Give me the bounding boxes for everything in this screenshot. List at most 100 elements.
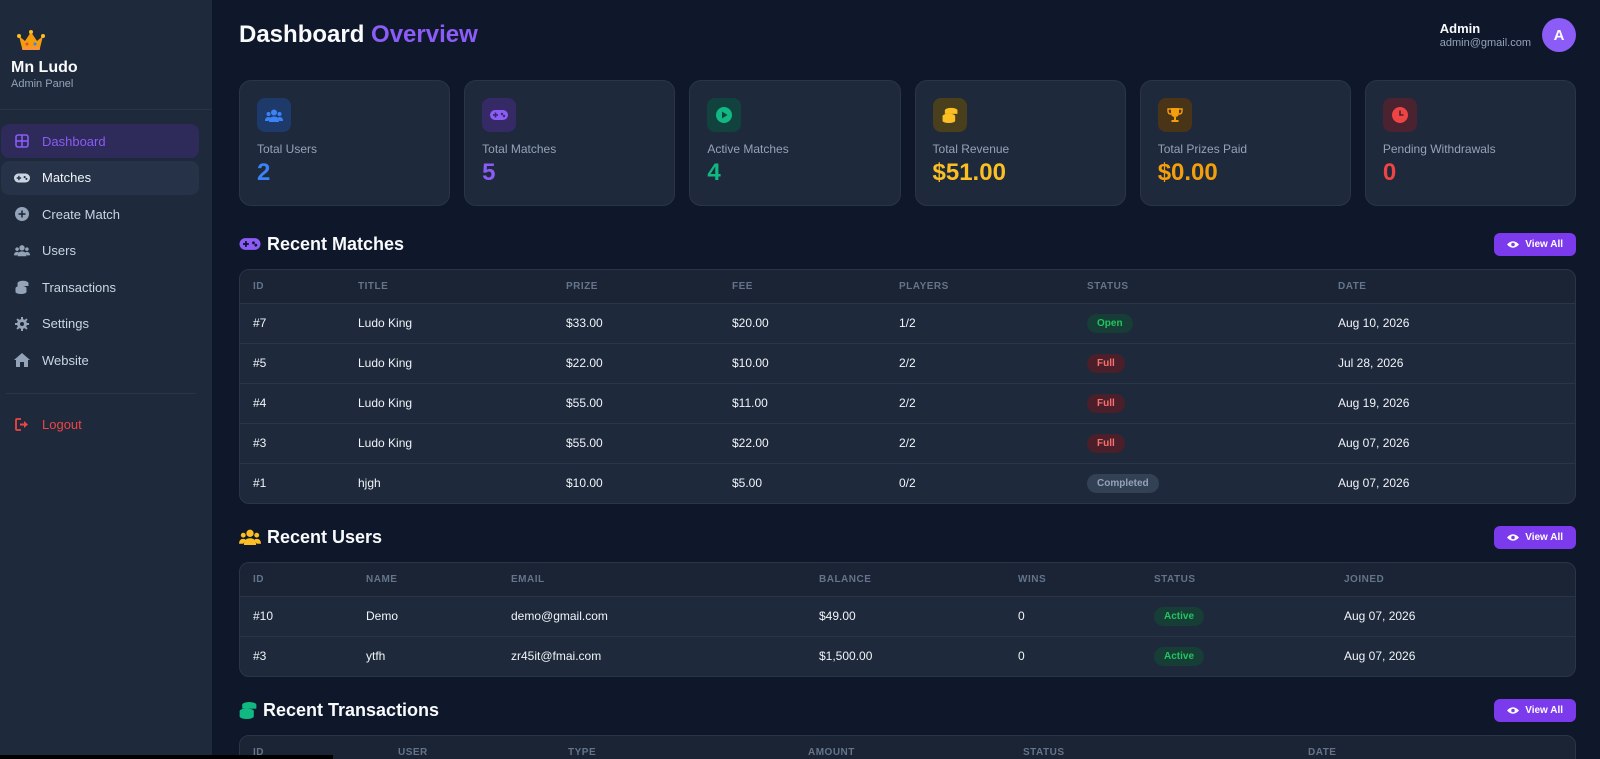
- recent-users-table: ID NAME EMAIL BALANCE WINS STATUS JOINED…: [239, 562, 1576, 677]
- section-title: Recent Transactions: [239, 700, 439, 721]
- brand-subtitle: Admin Panel: [11, 78, 74, 90]
- column-header: NAME: [353, 563, 498, 596]
- column-header: BALANCE: [806, 563, 1005, 596]
- cell-title: Ludo King: [345, 342, 553, 383]
- column-header: PRIZE: [553, 270, 719, 303]
- page-title-main: Dashboard: [239, 21, 365, 48]
- status-badge: Full: [1087, 393, 1125, 413]
- recent-transactions-header: Recent Transactions View All: [239, 696, 1576, 724]
- column-header: DATE: [1295, 736, 1575, 759]
- cell-status: Active: [1141, 635, 1331, 676]
- stats-row: Total Users 2 Total Matches 5 Active Mat…: [239, 80, 1577, 206]
- sidebar-item-label: Dashboard: [42, 133, 106, 149]
- cell-fee: $11.00: [719, 382, 886, 423]
- page-title-accent: Overview: [371, 21, 478, 48]
- sidebar-item-label: Matches: [42, 170, 92, 185]
- table-row[interactable]: #7 Ludo King $33.00 $20.00 1/2 Open Aug …: [240, 302, 1575, 343]
- column-header: TITLE: [345, 270, 553, 303]
- brand-name: Mn Ludo: [11, 59, 78, 76]
- avatar[interactable]: A: [1542, 18, 1576, 52]
- table-row[interactable]: #1 hjgh $10.00 $5.00 0/2 Completed Aug 0…: [240, 462, 1575, 503]
- view-all-label: View All: [1525, 531, 1563, 543]
- column-header: AMOUNT: [795, 736, 1010, 759]
- status-badge: Full: [1087, 353, 1125, 373]
- cell-balance: $1,500.00: [806, 635, 1005, 676]
- table-row[interactable]: #3 Ludo King $55.00 $22.00 2/2 Full Aug …: [240, 422, 1575, 463]
- recent-users-header: Recent Users View All: [239, 523, 1576, 551]
- sidebar-item-label: Users: [42, 243, 76, 258]
- stat-card-pending-withdrawals: Pending Withdrawals 0: [1364, 80, 1577, 206]
- cell-status: Full: [1074, 422, 1325, 463]
- sidebar-item-settings[interactable]: Settings: [1, 307, 199, 341]
- cell-wins: 0: [1005, 595, 1141, 636]
- cell-id: #4: [240, 382, 345, 423]
- cell-date: Aug 07, 2026: [1325, 422, 1575, 463]
- main-content: Dashboard Overview Admin admin@gmail.com…: [239, 0, 1577, 759]
- cell-status: Open: [1074, 302, 1325, 343]
- coins-icon: [932, 98, 967, 132]
- stat-value: 0: [1382, 159, 1397, 186]
- table-row[interactable]: #3 ytfh zr45it@fmai.com $1,500.00 0 Acti…: [240, 635, 1575, 676]
- cell-fee: $5.00: [719, 462, 886, 503]
- cell-players: 2/2: [886, 422, 1074, 463]
- section-title: Recent Matches: [239, 234, 404, 255]
- table-row[interactable]: #5 Ludo King $22.00 $10.00 2/2 Full Jul …: [240, 342, 1575, 383]
- cell-id: #1: [240, 462, 345, 503]
- sidebar-divider: [6, 393, 196, 394]
- view-all-matches-button[interactable]: View All: [1494, 232, 1576, 256]
- view-all-label: View All: [1525, 704, 1563, 716]
- sidebar-item-logout[interactable]: Logout: [1, 407, 199, 441]
- sidebar-item-create-match[interactable]: Create Match: [1, 197, 199, 231]
- sidebar-item-label: Transactions: [42, 279, 116, 295]
- column-header: ID: [240, 736, 385, 759]
- eye-icon: [1507, 240, 1520, 249]
- user-menu[interactable]: Admin admin@gmail.com A: [1440, 18, 1576, 52]
- view-all-users-button[interactable]: View All: [1494, 525, 1576, 549]
- cell-title: Ludo King: [345, 422, 553, 463]
- sidebar-item-matches[interactable]: Matches: [1, 160, 199, 195]
- cell-id: #10: [240, 595, 353, 636]
- sidebar-item-users[interactable]: Users: [1, 234, 199, 268]
- cell-joined: Aug 07, 2026: [1331, 635, 1575, 676]
- stat-value: 4: [707, 159, 721, 186]
- cell-name: ytfh: [353, 635, 498, 676]
- table-row[interactable]: #4 Ludo King $55.00 $11.00 2/2 Full Aug …: [240, 382, 1575, 423]
- cell-prize: $55.00: [553, 422, 719, 463]
- cell-id: #7: [240, 302, 345, 343]
- gamepad-icon: [14, 170, 30, 186]
- logout-icon: [14, 416, 30, 432]
- cell-wins: 0: [1005, 635, 1141, 676]
- stat-value: $0.00: [1157, 159, 1218, 186]
- sidebar-item-transactions[interactable]: Transactions: [1, 270, 199, 304]
- view-all-transactions-button[interactable]: View All: [1494, 698, 1576, 722]
- cell-date: Aug 19, 2026: [1325, 382, 1575, 423]
- gamepad-icon: [239, 237, 261, 251]
- table-row[interactable]: #10 Demo demo@gmail.com $49.00 0 Active …: [240, 595, 1575, 636]
- column-header: WINS: [1005, 563, 1141, 596]
- table-header-row: ID USER TYPE AMOUNT STATUS DATE: [240, 736, 1575, 759]
- cell-email: zr45it@fmai.com: [498, 635, 806, 676]
- sidebar-item-dashboard[interactable]: Dashboard: [1, 124, 199, 158]
- users-icon: [239, 529, 261, 545]
- user-info: Admin admin@gmail.com: [1440, 21, 1531, 49]
- sidebar: Mn Ludo Admin Panel Dashboard Matches Cr…: [0, 0, 212, 759]
- cell-prize: $22.00: [553, 342, 719, 383]
- cell-title: Ludo King: [345, 302, 553, 343]
- view-all-label: View All: [1525, 238, 1563, 250]
- stat-label: Total Users: [257, 142, 318, 156]
- stat-label: Total Revenue: [932, 142, 1010, 156]
- cell-balance: $49.00: [806, 595, 1005, 636]
- stat-value: 5: [482, 159, 496, 186]
- column-header: JOINED: [1331, 563, 1575, 596]
- cell-fee: $20.00: [719, 302, 886, 343]
- eye-icon: [1507, 706, 1520, 715]
- page-title: Dashboard Overview: [239, 21, 478, 49]
- cell-email: demo@gmail.com: [498, 595, 806, 636]
- sidebar-item-website[interactable]: Website: [1, 343, 199, 377]
- section-title-text: Recent Matches: [267, 233, 405, 254]
- column-header: DATE: [1325, 270, 1575, 303]
- cell-prize: $10.00: [553, 462, 719, 503]
- cell-players: 0/2: [886, 462, 1074, 503]
- plus-circle-icon: [14, 206, 30, 222]
- cell-status: Active: [1141, 595, 1331, 636]
